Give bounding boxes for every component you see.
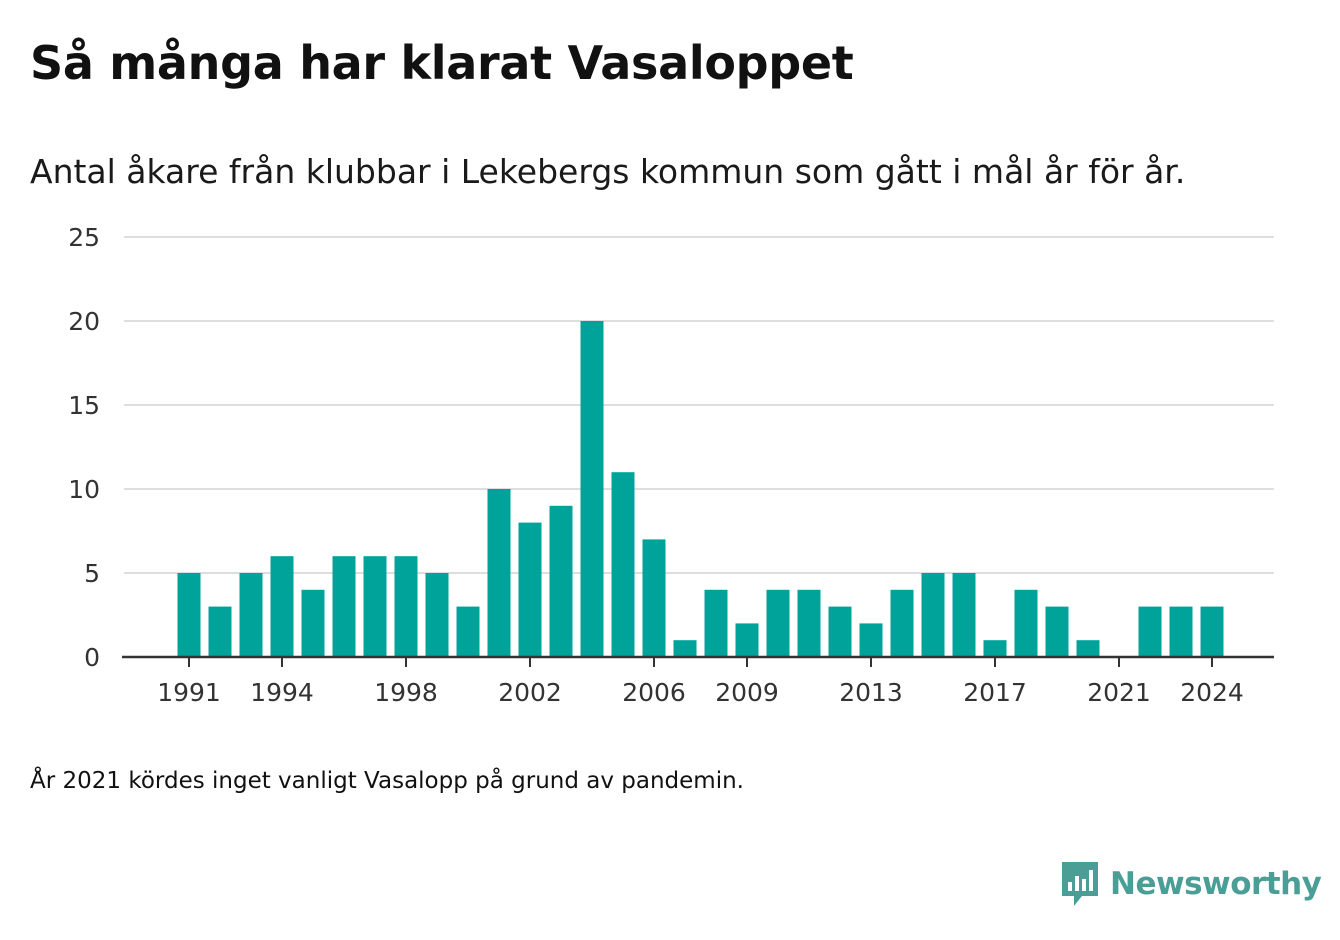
bar-2006 [642,539,666,657]
bar-2007 [673,640,697,657]
bar-2001 [487,489,511,657]
bars [177,321,1224,657]
bar-2013 [859,623,883,657]
bar-2010 [766,589,790,657]
y-tick-label: 15 [68,391,100,420]
y-tick-label: 5 [84,559,100,588]
x-tick-label: 2021 [1087,678,1151,707]
bar-2015 [921,573,945,657]
bar-1997 [363,556,387,657]
bar-2005 [611,472,635,657]
bar-1991 [177,573,201,657]
brand-name: Newsworthy [1110,866,1322,902]
newsworthy-logo-icon [1062,862,1098,906]
bar-1992 [208,606,232,657]
y-tick-label: 25 [68,223,100,252]
bar-2011 [797,589,821,657]
bar-2023 [1169,606,1193,657]
x-tick-label: 1994 [250,678,314,707]
bar-2003 [549,505,573,657]
bar-2020 [1076,640,1100,657]
bar-2017 [983,640,1007,657]
x-tick-label: 2002 [498,678,562,707]
brand-logo: Newsworthy [1060,860,1322,908]
bar-2000 [456,606,480,657]
x-tick-label: 1998 [374,678,438,707]
chart-subtitle: Antal åkare från klubbar i Lekebergs kom… [30,152,1186,191]
x-tick-label: 2006 [622,678,686,707]
grid-lines [124,236,1274,574]
y-tick-label: 10 [68,475,100,504]
bar-2012 [828,606,852,657]
bar-2022 [1138,606,1162,657]
bar-2018 [1014,589,1038,657]
bar-2004 [580,321,604,657]
y-tick-label: 20 [68,307,100,336]
bar-1994 [270,556,294,657]
x-tick-label: 2017 [963,678,1027,707]
bar-1998 [394,556,418,657]
x-tick-label: 2013 [839,678,903,707]
y-axis-ticks: 0 5 10 15 20 25 [68,223,100,672]
bar-2014 [890,589,914,657]
y-tick-label: 0 [84,643,100,672]
bar-2016 [952,573,976,657]
footnote: År 2021 kördes inget vanligt Vasalopp på… [30,768,744,794]
bar-2009 [735,623,759,657]
bar-2008 [704,589,728,657]
bar-1996 [332,556,356,657]
bar-2002 [518,522,542,657]
bar-1999 [425,573,449,657]
bar-1995 [301,589,325,657]
x-axis-ticks: 1991 1994 1998 2002 2006 2009 2013 2017 2021 2024 [157,657,1244,707]
x-tick-label: 1991 [157,678,221,707]
x-tick-label: 2024 [1180,678,1244,707]
chart-title: Så många har klarat Vasaloppet [30,36,854,90]
bar-1993 [239,573,263,657]
bar-2019 [1045,606,1069,657]
bar-chart: 0 5 10 15 20 25 1991 1994 1998 2002 2006 2009 2013 2… [68,223,1274,707]
x-tick-label: 2009 [715,678,779,707]
bar-2024 [1200,606,1224,657]
